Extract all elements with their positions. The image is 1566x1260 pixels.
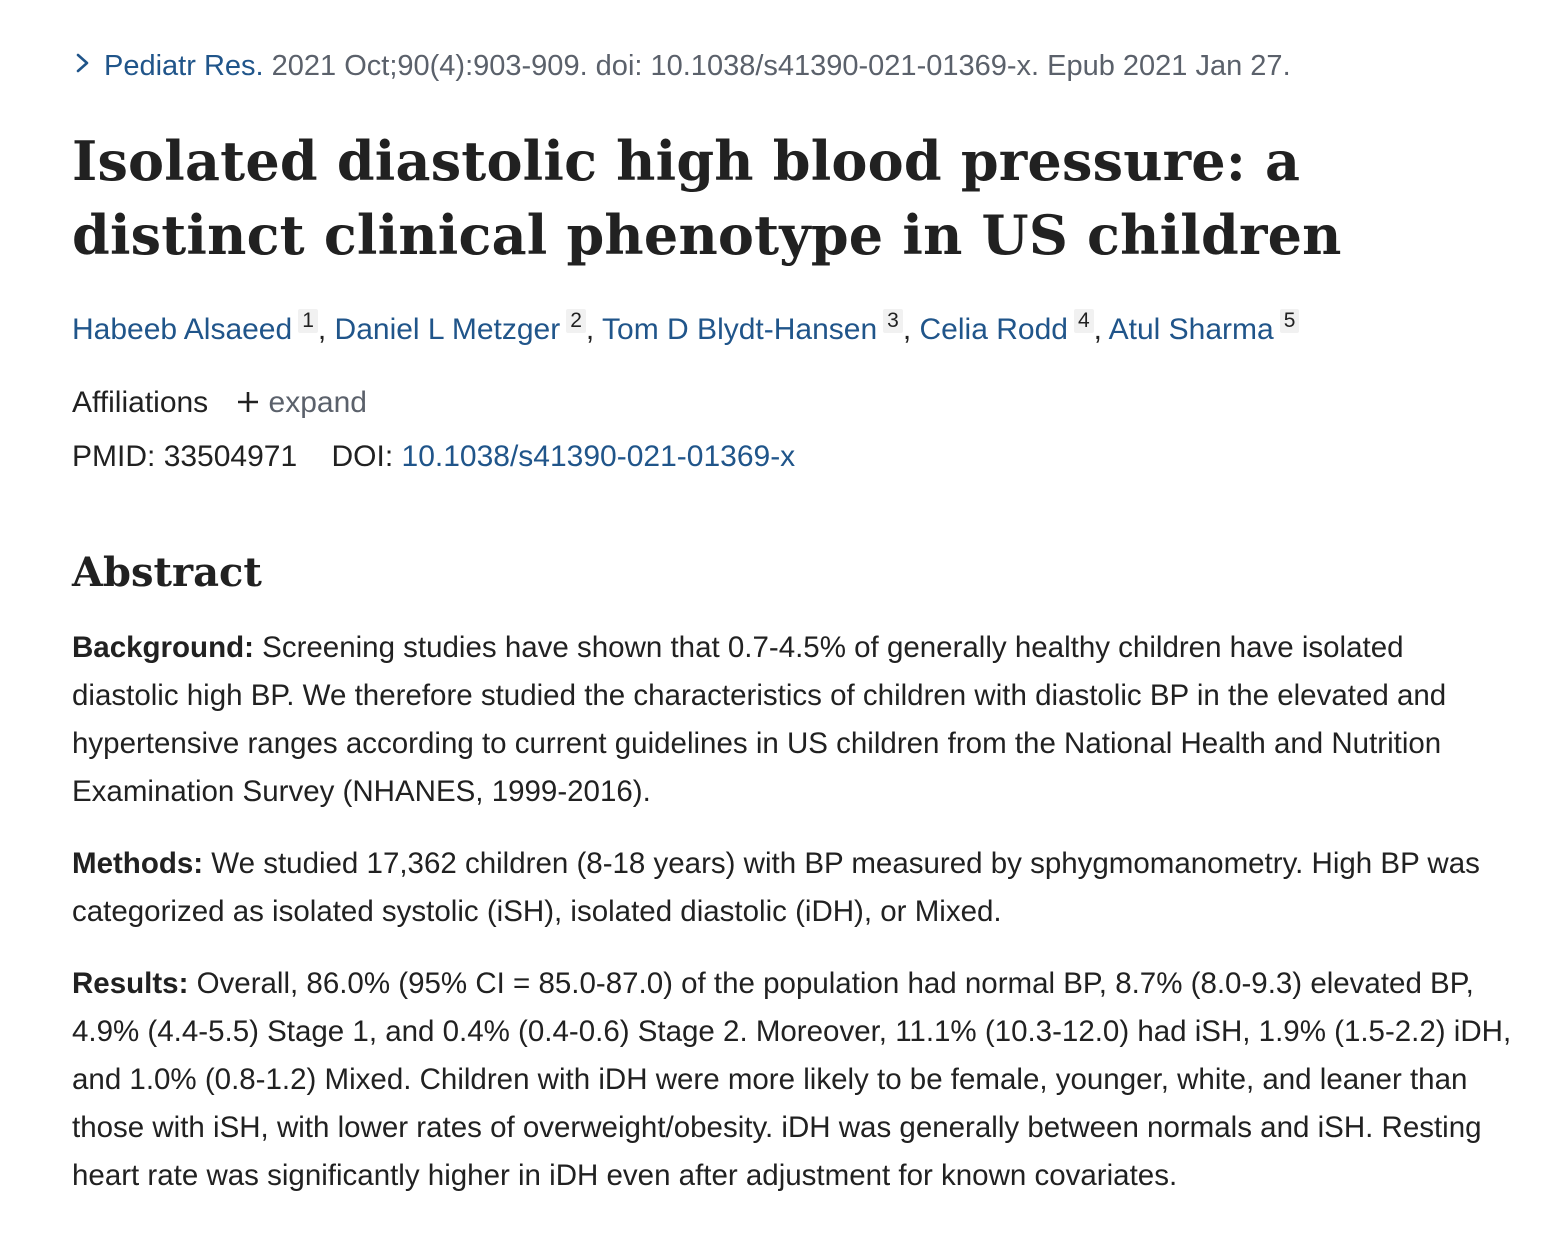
doi-label: DOI: (331, 440, 394, 473)
abstract-methods: Methods: We studied 17,362 children (8-1… (72, 840, 1516, 936)
citation-details: 2021 Oct;90(4):903-909. doi: 10.1038/s41… (271, 50, 1291, 82)
results-text: Overall, 86.0% (95% CI = 85.0-87.0) of t… (72, 967, 1512, 1192)
expand-affiliations-button[interactable]: expand (235, 386, 367, 419)
affiliation-ref[interactable]: 5 (1279, 309, 1300, 333)
affiliation-ref[interactable]: 3 (883, 309, 903, 333)
author-link[interactable]: Daniel L Metzger (334, 313, 561, 346)
methods-text: We studied 17,362 children (8-18 years) … (72, 847, 1480, 928)
article-title: Isolated diastolic high blood pressure: … (72, 129, 1342, 267)
abstract-background: Background: Screening studies have shown… (72, 624, 1516, 816)
results-label: Results: (72, 967, 189, 1000)
chevron-right-icon (76, 53, 89, 73)
pmid-value: 33504971 (163, 440, 298, 473)
abstract-results: Results: Overall, 86.0% (95% CI = 85.0-8… (72, 960, 1516, 1200)
expand-label[interactable]: expand (268, 386, 367, 419)
plus-icon (237, 392, 258, 412)
author-link[interactable]: Tom D Blydt-Hansen (602, 313, 878, 346)
background-label: Background: (72, 631, 254, 664)
identifiers-row: PMID: 33504971 DOI: 10.1038/s41390-021-0… (72, 435, 795, 479)
author-list: Habeeb Alsaeed 1, Daniel L Metzger 2, Tom … (72, 307, 1300, 353)
citation-line: Pediatr Res. 2021 Oct;90(4):903-909. doi… (72, 44, 1291, 88)
methods-label: Methods: (72, 847, 204, 880)
journal-link[interactable]: Pediatr Res. (72, 50, 272, 82)
abstract-heading: Abstract (72, 549, 262, 596)
author-link[interactable]: Habeeb Alsaeed (72, 313, 293, 346)
doi-link[interactable]: 10.1038/s41390-021-01369-x (401, 440, 796, 473)
background-text: Screening studies have shown that 0.7-4.… (72, 631, 1447, 808)
affiliation-ref[interactable]: 4 (1073, 309, 1094, 333)
affiliations-label: Affiliations (72, 386, 209, 419)
affiliations-row: Affiliations expand (72, 381, 367, 425)
affiliation-ref[interactable]: 1 (298, 309, 318, 333)
abstract-body: Background: Screening studies have shown… (72, 624, 1516, 1224)
author-link[interactable]: Atul Sharma (1108, 313, 1274, 346)
author-link[interactable]: Celia Rodd (919, 313, 1068, 346)
journal-name[interactable]: Pediatr Res. (104, 50, 264, 82)
affiliation-ref[interactable]: 2 (566, 309, 586, 333)
pmid-label: PMID: (72, 440, 156, 473)
